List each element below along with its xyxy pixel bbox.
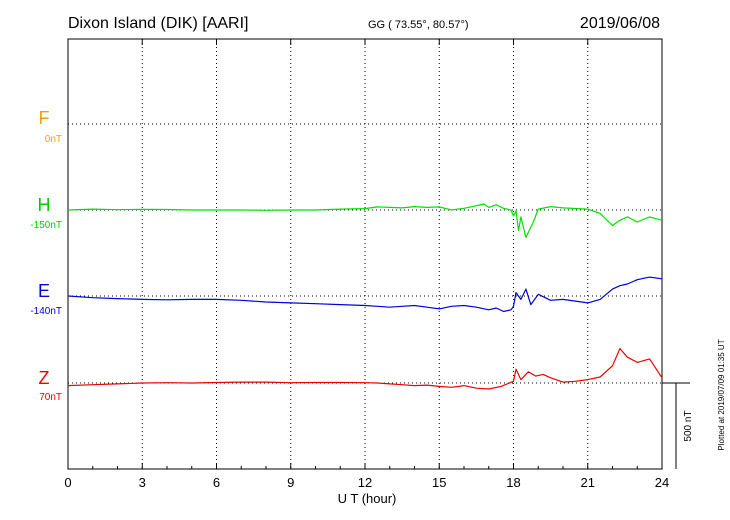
f-baseline-label: 0nT	[45, 134, 62, 145]
station-title: Dixon Island (DIK) [AARI]	[68, 15, 249, 32]
x-tick-label: 15	[432, 475, 446, 490]
series-group	[67, 203, 663, 390]
x-tick-label: 0	[64, 475, 71, 490]
plotted-at-note: Plotted at 2019/07/09 01:35 UT	[717, 339, 726, 450]
coordinates-label: GG ( 73.55°, 80.57°)	[368, 19, 469, 31]
component-labels: F 0nT H -150nT E -140nT Z 70nT	[30, 108, 62, 403]
date-label: 2019/06/08	[580, 15, 660, 32]
scale-bar-label: 500 nT	[683, 410, 694, 441]
grid-lines	[68, 39, 662, 469]
h-component-label: H	[38, 195, 51, 215]
series-line-h	[67, 203, 663, 239]
x-axis-label: U T (hour)	[338, 491, 397, 506]
x-tick-label: 18	[506, 475, 520, 490]
x-tick-label: 9	[287, 475, 294, 490]
x-tick-label: 24	[655, 475, 669, 490]
f-component-label: F	[39, 108, 50, 128]
e-component-label: E	[38, 281, 50, 301]
scale-bar: 500 nT	[662, 382, 694, 469]
x-tick-label: 21	[581, 475, 595, 490]
series-line-e	[67, 276, 663, 313]
x-axis-ticks: 0 3 6 9 12 15 18 21 24	[64, 39, 669, 490]
h-baseline-label: -150nT	[30, 220, 62, 231]
z-component-label: Z	[39, 368, 50, 388]
e-baseline-label: -140nT	[30, 306, 62, 317]
z-baseline-label: 70nT	[39, 392, 62, 403]
series-line-z	[67, 348, 663, 390]
x-tick-label: 6	[213, 475, 220, 490]
x-tick-label: 12	[358, 475, 372, 490]
x-tick-label: 3	[139, 475, 146, 490]
